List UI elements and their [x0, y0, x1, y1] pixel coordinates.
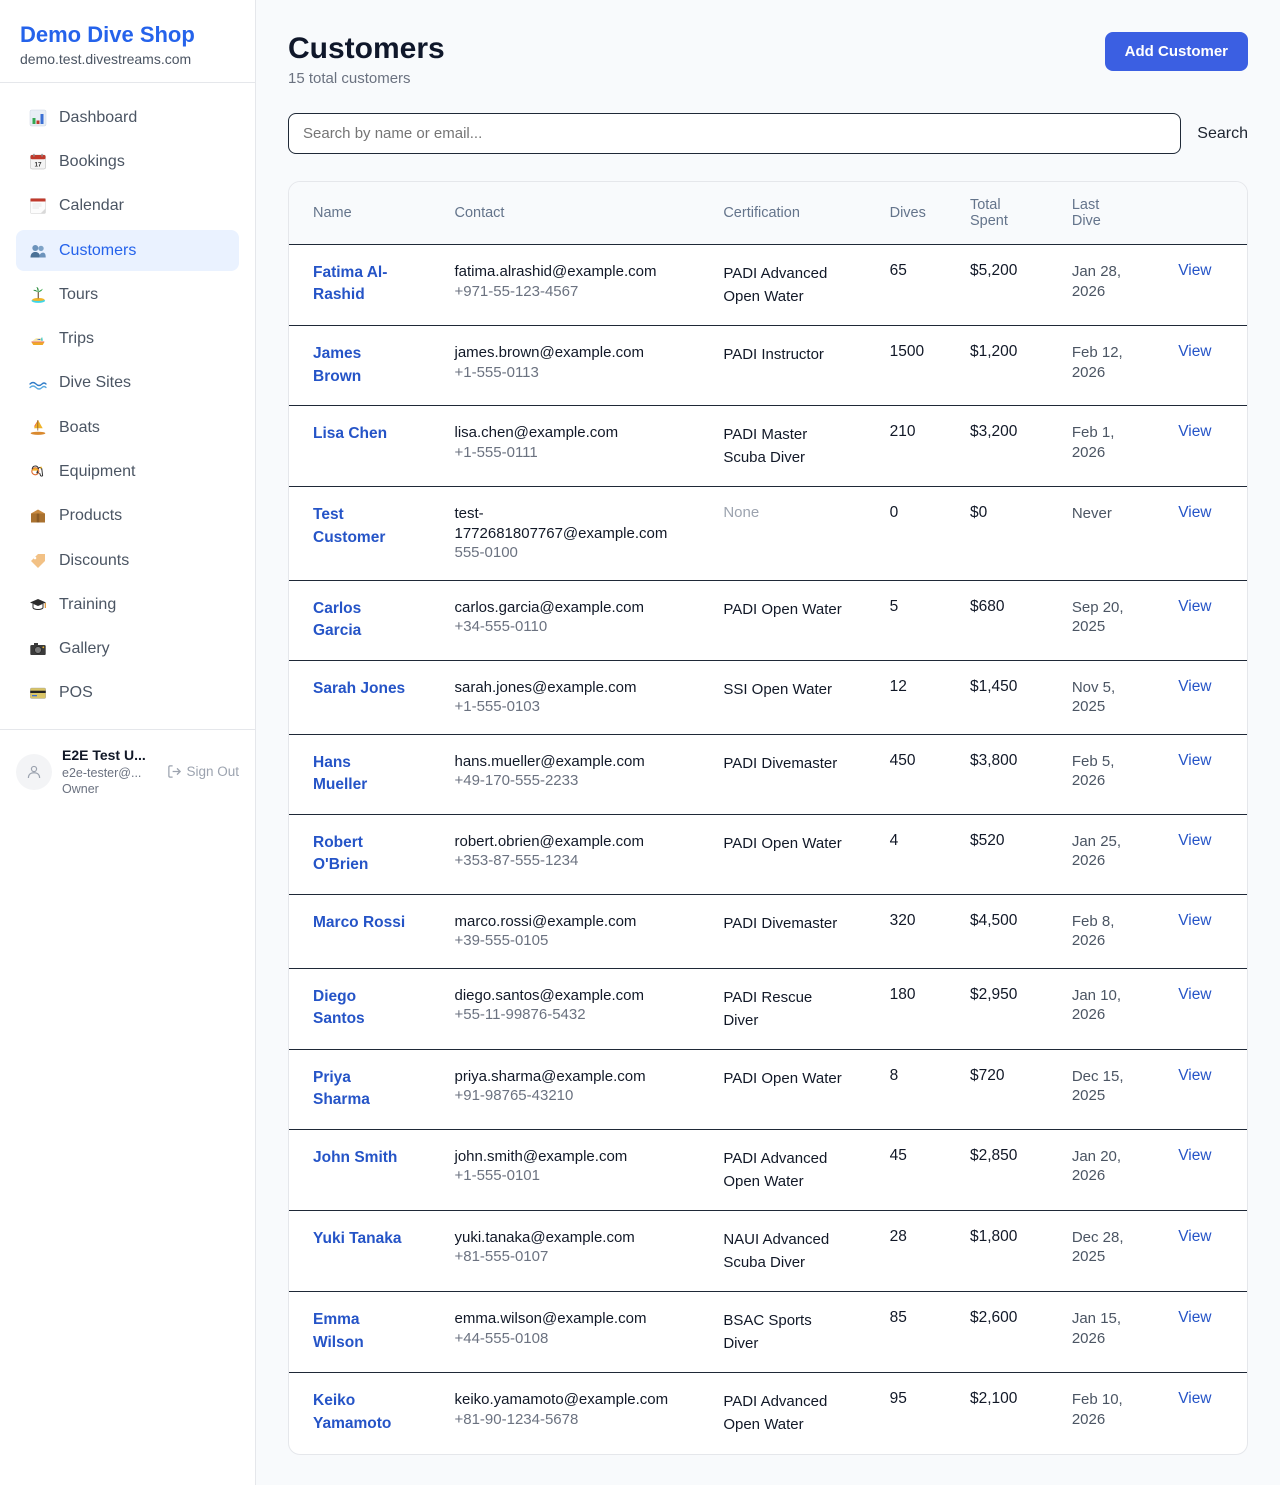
svg-text:17: 17 — [34, 161, 42, 168]
